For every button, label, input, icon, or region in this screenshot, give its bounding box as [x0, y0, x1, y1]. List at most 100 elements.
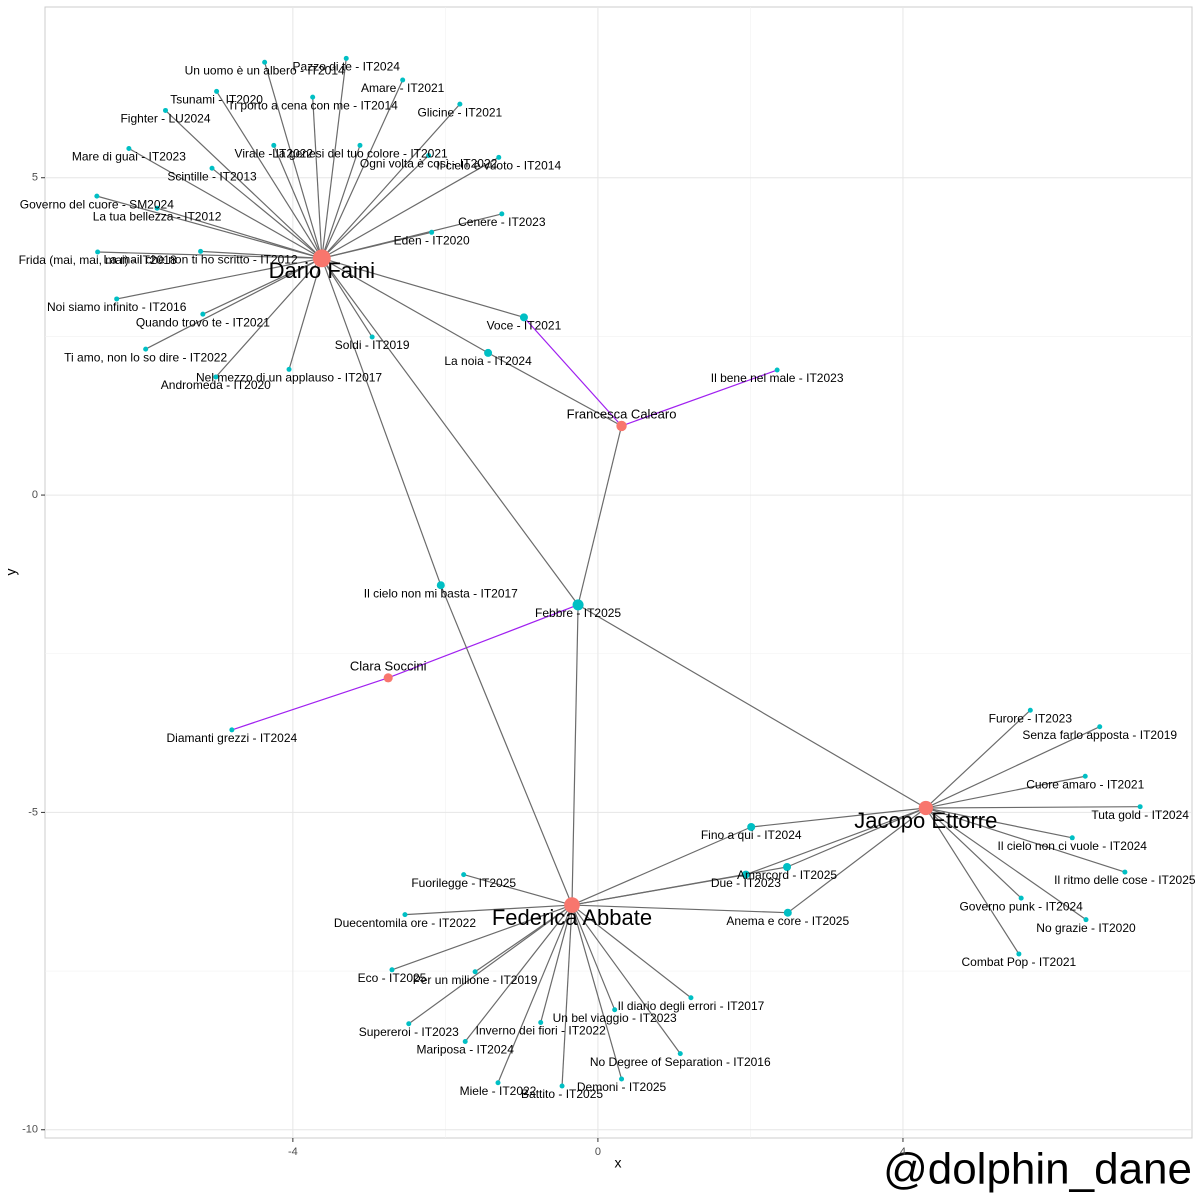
- edge: [97, 251, 322, 259]
- edge: [571, 904, 616, 1011]
- edge: [288, 258, 323, 370]
- song-node: [1122, 869, 1128, 875]
- edge: [463, 874, 573, 906]
- song-node: [472, 969, 478, 975]
- song-label: Ogni volta è così - IT2022: [360, 157, 498, 171]
- edge: [273, 145, 323, 259]
- edge: [745, 807, 927, 876]
- song-node: [1083, 917, 1089, 923]
- song-node: [143, 346, 149, 352]
- edge: [404, 904, 573, 916]
- artist-node: [564, 897, 580, 913]
- edge: [312, 97, 323, 259]
- edge: [523, 316, 622, 427]
- song-label: La tua bellezza - IT2012: [93, 209, 222, 223]
- edge: [925, 709, 1031, 809]
- artist-label: Francesca Calearo: [567, 406, 677, 421]
- edge: [321, 58, 347, 259]
- song-node: [426, 153, 432, 159]
- song-label: Cenere - IT2023: [458, 215, 546, 229]
- song-node: [457, 101, 463, 107]
- song-label: Eco - IT2025: [358, 971, 427, 985]
- song-node: [688, 995, 694, 1001]
- song-label: Combat Pop - IT2021: [962, 955, 1077, 969]
- labels: Dario Faini Francesca Calearo Clara Soccin…: [19, 60, 1196, 1102]
- song-label: Il cielo non ci vuole - IT2024: [998, 839, 1148, 853]
- song-node: [619, 1076, 625, 1082]
- song-label: Febbre - IT2025: [535, 606, 621, 620]
- y-axis-label: y: [3, 569, 19, 576]
- edge: [321, 257, 489, 354]
- song-label: No Degree of Separation - IT2016: [590, 1055, 771, 1069]
- song-label: Miele - IT2022: [460, 1084, 537, 1098]
- edge: [321, 156, 500, 259]
- song-label: Mare di guai - IT2023: [72, 150, 186, 164]
- edge: [321, 79, 404, 259]
- song-label: Battito - IT2025: [521, 1087, 603, 1101]
- edge: [925, 807, 1022, 899]
- song-label: Amare - IT2021: [361, 81, 445, 95]
- song-label: Il cielo non mi basta - IT2017: [364, 586, 518, 600]
- edge: [165, 110, 323, 259]
- song-label: Voce - IT2021: [487, 319, 562, 333]
- song-label: Governo del cuore - SM2024: [20, 197, 174, 211]
- edge: [751, 807, 926, 828]
- edge: [786, 807, 927, 868]
- edge: [156, 207, 323, 259]
- song-node: [1016, 951, 1022, 957]
- song-label: Senza farlo apposta - IT2019: [1022, 728, 1177, 742]
- song-node: [1082, 773, 1088, 779]
- song-node: [209, 165, 215, 171]
- edge: [497, 904, 573, 1084]
- edge: [321, 257, 525, 318]
- edge: [571, 904, 623, 1080]
- song-label: Supereroi - IT2023: [359, 1025, 459, 1039]
- edge: [925, 807, 1020, 955]
- song-node: [461, 872, 467, 878]
- artist-label: Clara Soccini: [350, 658, 427, 673]
- edge: [216, 91, 323, 259]
- song-label: Il diario degli errori - IT2017: [618, 999, 765, 1013]
- song-node: [1069, 835, 1075, 841]
- x-axis-label: x: [615, 1155, 622, 1171]
- edge: [321, 231, 432, 259]
- song-node: [1137, 804, 1143, 810]
- edge: [145, 257, 323, 350]
- edge: [925, 806, 1141, 809]
- song-node: [198, 248, 204, 254]
- song-node: [783, 862, 792, 871]
- song-node: [677, 1051, 683, 1057]
- x-tick-label: 4: [900, 1146, 906, 1158]
- song-label: Il cielo è vuoto - IT2014: [436, 159, 561, 173]
- artist-node: [918, 800, 933, 816]
- song-label: No grazie - IT2020: [1036, 921, 1136, 935]
- edge: [391, 904, 573, 971]
- song-label: Duecentomila ore - IT2022: [334, 916, 476, 930]
- edge: [621, 369, 778, 427]
- artist-label: Dario Faini: [269, 258, 375, 283]
- song-node: [154, 205, 160, 211]
- song-node: [429, 229, 435, 235]
- song-label: Fino a qui - IT2024: [701, 828, 802, 842]
- edge: [561, 905, 573, 1086]
- song-label: Tuta gold - IT2024: [1091, 808, 1189, 822]
- edge: [321, 103, 461, 259]
- x-tick-label: -4: [288, 1146, 298, 1158]
- artist-node: [383, 673, 393, 683]
- song-label: Virale - IT2022: [235, 147, 314, 161]
- song-node: [538, 1019, 544, 1025]
- song-node: [783, 908, 792, 917]
- edge: [231, 677, 389, 731]
- edge: [321, 258, 373, 338]
- song-node: [271, 142, 277, 148]
- edge: [571, 826, 752, 906]
- edge: [925, 726, 1100, 809]
- edge: [202, 257, 323, 315]
- song-label: Inverno dei fiori - IT2022: [476, 1024, 606, 1038]
- edge: [925, 807, 1087, 921]
- song-node: [774, 367, 780, 373]
- song-label: Ti amo, non lo so dire - IT2022: [64, 350, 227, 364]
- y-tick-label: 0: [32, 489, 38, 501]
- song-label: Amarcord - IT2025: [737, 868, 837, 882]
